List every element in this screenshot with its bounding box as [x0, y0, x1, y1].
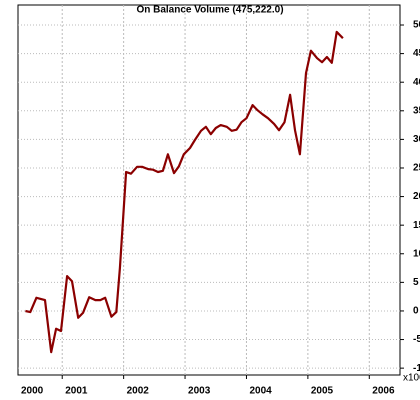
y-tick-label: 50 [413, 20, 420, 31]
y-tick-label: -5 [413, 334, 420, 345]
plot-frame [17, 4, 401, 376]
y-tick-label: 15 [413, 220, 420, 231]
data-line [25, 30, 344, 354]
y-tick-label: 0 [413, 306, 419, 317]
x-tick-label: 2005 [311, 386, 334, 397]
y-tick-label: 35 [413, 105, 420, 116]
y-axis-unit: x1000 [403, 373, 420, 384]
y-tick-label: 10 [413, 248, 420, 259]
y-tick-label: 20 [413, 191, 420, 202]
x-tick-label: 2000 [21, 386, 44, 397]
y-tick-label: 45 [413, 48, 420, 59]
x-tick-label: 2004 [249, 386, 272, 397]
x-tick-label: 2001 [65, 386, 88, 397]
x-tick-label: 2002 [127, 386, 150, 397]
chart-title: On Balance Volume (475,222.0) [136, 5, 283, 16]
y-tick-label: 25 [413, 163, 420, 174]
y-tick-label: 5 [413, 277, 419, 288]
x-tick-label: 2006 [372, 386, 395, 397]
y-tick-label: -10 [413, 363, 420, 374]
x-tick-label: 2003 [188, 386, 211, 397]
y-tick-label: 40 [413, 77, 420, 88]
y-tick-label: 30 [413, 134, 420, 145]
